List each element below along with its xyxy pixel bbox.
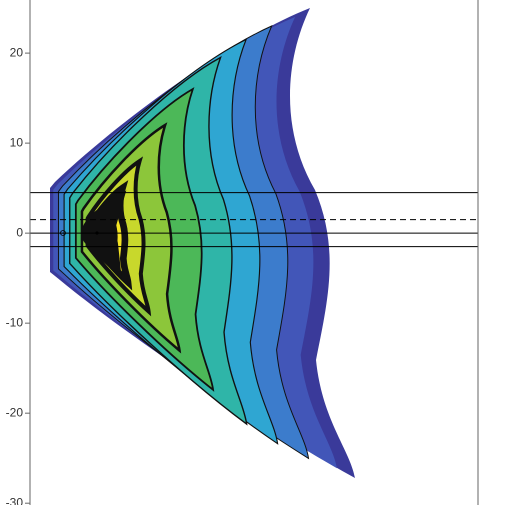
y-tick-label: -20 [6, 405, 24, 419]
origin-marker [60, 230, 66, 236]
y-tick-label: -30 [6, 495, 24, 505]
y-tick-label: 20 [10, 45, 24, 59]
y-tick-label: 10 [10, 135, 24, 149]
peak-marker [95, 231, 99, 235]
reference-lines [30, 192, 478, 248]
y-tick-label: 0 [16, 225, 23, 239]
contour-field [50, 8, 355, 478]
y-tick-label: -10 [6, 315, 24, 329]
